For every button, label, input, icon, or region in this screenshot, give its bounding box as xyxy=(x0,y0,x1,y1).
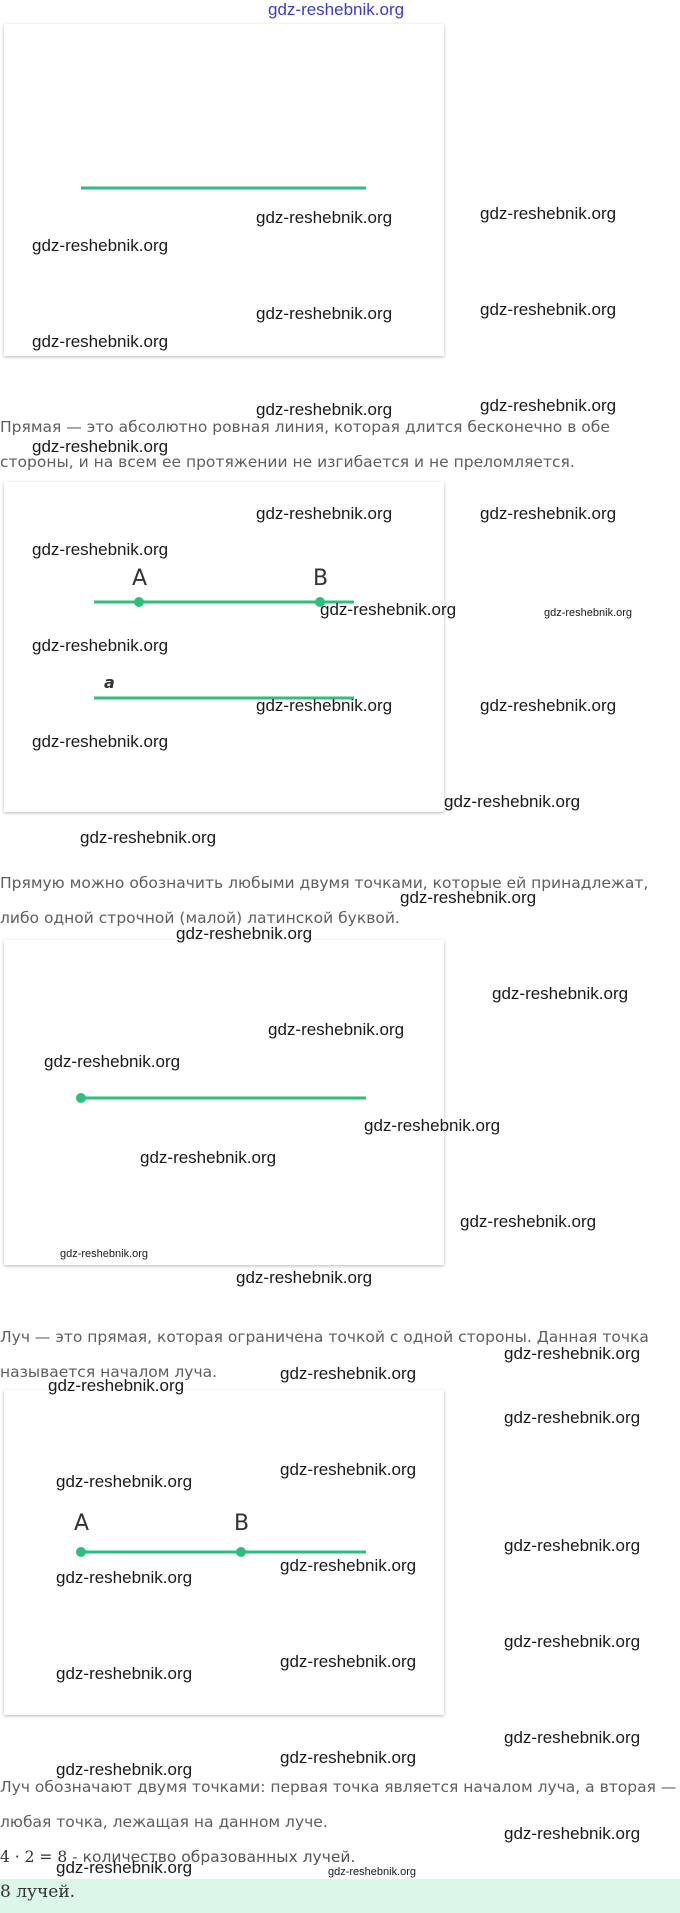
watermark: gdz-reshebnik.org xyxy=(328,1866,417,1878)
watermark: gdz-reshebnik.org xyxy=(56,1760,193,1779)
paragraph-ray-notation: Луч обозначают двумя точками: первая точ… xyxy=(0,1778,677,1831)
paragraph-line-definition: Прямая — это абсолютно ровная линия, кот… xyxy=(0,418,610,471)
watermark: gdz-reshebnik.org xyxy=(56,1858,193,1877)
answer-math: 8 xyxy=(0,1882,11,1902)
watermark: gdz-reshebnik.org xyxy=(504,1632,641,1651)
label-point-a: A xyxy=(132,566,147,591)
watermark: gdz-reshebnik.org xyxy=(32,636,169,655)
watermark: gdz-reshebnik.org xyxy=(80,828,217,847)
watermark: gdz-reshebnik.org xyxy=(504,1408,641,1427)
watermark: gdz-reshebnik.org xyxy=(44,1052,181,1071)
answer-label: лучей. xyxy=(10,1882,76,1902)
watermark: gdz-reshebnik.org xyxy=(504,1728,641,1747)
watermark: gdz-reshebnik.org xyxy=(256,504,393,523)
segment-drawing xyxy=(81,186,366,190)
ray-point-a xyxy=(76,1547,86,1557)
paragraph-line-notation: Прямую можно обозначить любыми двумя точ… xyxy=(0,874,649,927)
watermark: gdz-reshebnik.org xyxy=(280,1556,417,1575)
watermark: gdz-reshebnik.org xyxy=(32,540,169,559)
watermark: gdz-reshebnik.org xyxy=(56,1568,193,1587)
watermark: gdz-reshebnik.org xyxy=(480,696,617,715)
watermark: gdz-reshebnik.org xyxy=(236,1268,373,1287)
watermark: gdz-reshebnik.org xyxy=(256,696,393,715)
watermark: gdz-reshebnik.org xyxy=(140,1148,277,1167)
formula-text: - количество образованных лучей. xyxy=(67,1848,356,1866)
watermark: gdz-reshebnik.org xyxy=(176,924,313,943)
watermark: gdz-reshebnik.org xyxy=(56,1664,193,1683)
watermark: gdz-reshebnik.org xyxy=(60,1248,149,1260)
watermark: gdz-reshebnik.org xyxy=(544,607,633,619)
watermark: gdz-reshebnik.org xyxy=(480,504,617,523)
watermark: gdz-reshebnik.org xyxy=(480,300,617,319)
watermark: gdz-reshebnik.org xyxy=(32,332,169,351)
header-watermark: gdz-reshebnik.org xyxy=(268,0,405,19)
ray-start-point xyxy=(76,1093,86,1103)
watermark: gdz-reshebnik.org xyxy=(320,600,457,619)
ray-drawing xyxy=(76,1093,366,1103)
watermark: gdz-reshebnik.org xyxy=(480,204,617,223)
watermark: gdz-reshebnik.org xyxy=(32,732,169,751)
answer-text: 8 лучей. xyxy=(0,1882,75,1902)
figure-lines: A B a xyxy=(4,482,444,812)
watermark: gdz-reshebnik.org xyxy=(504,1824,641,1843)
watermark: gdz-reshebnik.org xyxy=(480,396,617,415)
watermark: gdz-reshebnik.org xyxy=(280,1364,417,1383)
ray-label-a: A xyxy=(74,1511,89,1536)
ray-label-b: B xyxy=(234,1511,249,1536)
ray-ab-drawing: A B xyxy=(74,1511,366,1557)
figure-segment xyxy=(4,24,444,356)
figure-ray-ab: A B xyxy=(4,1390,444,1715)
label-line-a: a xyxy=(104,673,115,692)
watermark: gdz-reshebnik.org xyxy=(280,1748,417,1767)
watermark: gdz-reshebnik.org xyxy=(256,400,393,419)
lines-drawing: A B a xyxy=(94,566,354,700)
watermark: gdz-reshebnik.org xyxy=(32,437,169,456)
watermark: gdz-reshebnik.org xyxy=(280,1652,417,1671)
watermark: gdz-reshebnik.org xyxy=(444,792,581,811)
watermark: gdz-reshebnik.org xyxy=(56,1472,193,1491)
paragraph-ray-definition: Луч — это прямая, которая ограничена точ… xyxy=(0,1328,649,1381)
point-b xyxy=(315,597,325,607)
watermark: gdz-reshebnik.org xyxy=(492,984,629,1003)
watermark: gdz-reshebnik.org xyxy=(256,304,393,323)
watermark: gdz-reshebnik.org xyxy=(504,1536,641,1555)
watermark: gdz-reshebnik.org xyxy=(504,1344,641,1363)
ray-point-b xyxy=(236,1547,246,1557)
formula-math: 4 · 2 = 8 xyxy=(0,1848,68,1866)
answer-box xyxy=(0,1879,680,1913)
watermark: gdz-reshebnik.org xyxy=(48,1376,185,1395)
watermark: gdz-reshebnik.org xyxy=(268,1020,405,1039)
watermark: gdz-reshebnik.org xyxy=(400,888,537,907)
figure-ray xyxy=(4,940,444,1265)
watermark: gdz-reshebnik.org xyxy=(256,208,393,227)
watermark: gdz-reshebnik.org xyxy=(364,1116,501,1135)
watermark: gdz-reshebnik.org xyxy=(32,236,169,255)
watermark: gdz-reshebnik.org xyxy=(280,1460,417,1479)
point-a xyxy=(134,597,144,607)
label-point-b: B xyxy=(313,566,328,591)
watermark: gdz-reshebnik.org xyxy=(460,1212,597,1231)
formula-line: 4 · 2 = 8 - количество образованных луче… xyxy=(0,1848,355,1866)
